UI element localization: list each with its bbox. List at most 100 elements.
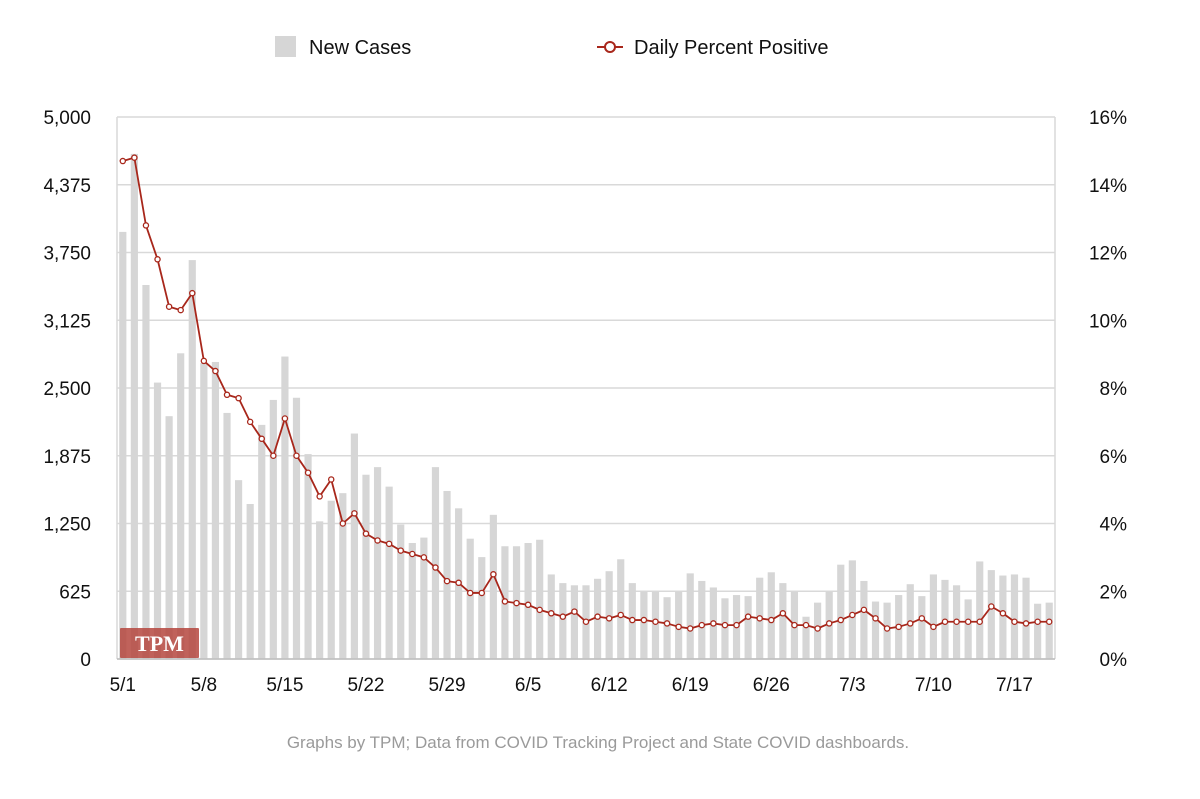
bar-new-cases (837, 564, 845, 659)
y-right-tick-label: 14% (1089, 176, 1127, 197)
point-percent-positive (918, 615, 926, 622)
bar-new-cases (130, 153, 138, 660)
point-percent-positive (397, 547, 404, 554)
bar-new-cases (466, 538, 474, 659)
point-percent-positive (721, 621, 729, 629)
point-percent-positive (374, 537, 381, 544)
point-percent-positive (964, 618, 972, 625)
point-percent-positive (907, 620, 914, 627)
bar-new-cases (119, 231, 127, 659)
bar-new-cases (547, 574, 555, 659)
point-percent-positive (768, 616, 775, 624)
bar-new-cases (188, 260, 196, 659)
bar-new-cases (964, 599, 972, 659)
x-tick-label: 6/26 (753, 675, 790, 696)
point-percent-positive (235, 394, 242, 402)
point-percent-positive (212, 367, 219, 375)
point-percent-positive (455, 579, 462, 587)
legend-bar-swatch (275, 36, 296, 57)
point-percent-positive (1011, 618, 1018, 625)
legend-item-daily-percent-positive: Daily Percent Positive (597, 37, 829, 59)
point-percent-positive (466, 589, 474, 597)
bar-new-cases (489, 514, 497, 659)
bar-new-cases (431, 467, 440, 659)
bar-new-cases (350, 433, 358, 659)
legend: New Cases Daily Percent Positive (275, 36, 829, 59)
x-tick-label: 7/3 (839, 675, 865, 696)
bar-new-cases (617, 559, 625, 659)
point-percent-positive (281, 415, 289, 422)
bar-new-cases (860, 580, 868, 659)
point-percent-positive (988, 603, 995, 610)
y-left-tick-label: 3,125 (43, 311, 91, 332)
point-percent-positive (941, 618, 949, 625)
bar-new-cases (397, 524, 405, 659)
point-percent-positive (571, 608, 578, 615)
bar-new-cases (177, 353, 185, 659)
bar-new-cases (802, 616, 810, 659)
bar-new-cases (258, 424, 266, 659)
point-percent-positive (698, 621, 706, 629)
point-percent-positive (605, 615, 613, 622)
point-percent-positive (640, 616, 648, 624)
bar-new-cases (339, 493, 347, 659)
y-right-tick-label: 10% (1089, 311, 1127, 332)
x-tick-label: 5/29 (429, 675, 466, 696)
point-percent-positive (513, 599, 520, 607)
y-left-tick-label: 4,375 (43, 176, 91, 197)
point-percent-positive (548, 610, 555, 617)
point-percent-positive (362, 530, 370, 537)
x-tick-label: 5/1 (110, 675, 136, 696)
point-percent-positive (409, 550, 416, 558)
bar-new-cases (373, 467, 382, 659)
point-percent-positive (119, 157, 127, 165)
bar-new-cases (767, 572, 775, 659)
point-percent-positive (872, 615, 879, 622)
bar-new-cases (640, 591, 648, 659)
bar-new-cases (327, 500, 335, 659)
point-percent-positive (652, 618, 659, 625)
tpm-logo-background (120, 628, 199, 658)
bar-new-cases (1034, 603, 1042, 659)
point-percent-positive (895, 623, 902, 631)
bar-new-cases (478, 557, 486, 659)
point-percent-positive (744, 613, 752, 620)
legend-label-new-cases: New Cases (309, 37, 411, 59)
point-percent-positive (953, 618, 960, 625)
bar-new-cases (559, 583, 567, 659)
bar-new-cases (1045, 602, 1053, 659)
point-percent-positive (594, 613, 601, 620)
y-right-tick-label: 8% (1100, 379, 1128, 400)
point-percent-positive (779, 610, 787, 617)
point-percent-positive (478, 589, 486, 597)
y-left-tick-label: 0 (80, 650, 91, 671)
point-percent-positive (177, 306, 184, 314)
y-left-tick-label: 3,750 (43, 244, 91, 265)
point-percent-positive (490, 571, 497, 578)
bar-new-cases (524, 543, 532, 659)
point-percent-positive (617, 611, 624, 619)
point-percent-positive (629, 616, 636, 624)
bar-new-cases (153, 382, 162, 659)
point-percent-positive (270, 452, 277, 459)
bar-new-cases (929, 574, 937, 659)
y-axis-left-ticks: 0 625 1,250 1,875 2,500 3,125 3,750 4,375 5,000 (43, 108, 91, 671)
x-tick-label: 6/19 (672, 675, 709, 696)
bar-new-cases (385, 486, 393, 659)
bar-new-cases (848, 560, 856, 659)
bar-new-cases (999, 575, 1007, 659)
bar-new-cases (918, 596, 926, 659)
bar-new-cases (408, 543, 416, 659)
bar-new-cases (744, 596, 752, 659)
bar-new-cases (269, 399, 277, 659)
y-right-tick-label: 16% (1089, 108, 1127, 129)
point-percent-positive (860, 606, 868, 614)
x-axis-ticks: 5/1 5/8 5/15 5/22 5/29 6/5 6/12 6/19 6/26 7/3 7/10… (110, 675, 1033, 696)
x-tick-label: 7/17 (996, 675, 1033, 696)
point-percent-positive (1034, 618, 1041, 625)
bar-new-cases (721, 598, 729, 659)
bar-new-cases (362, 474, 370, 659)
bar-new-cases (142, 285, 150, 659)
point-percent-positive (351, 510, 358, 517)
